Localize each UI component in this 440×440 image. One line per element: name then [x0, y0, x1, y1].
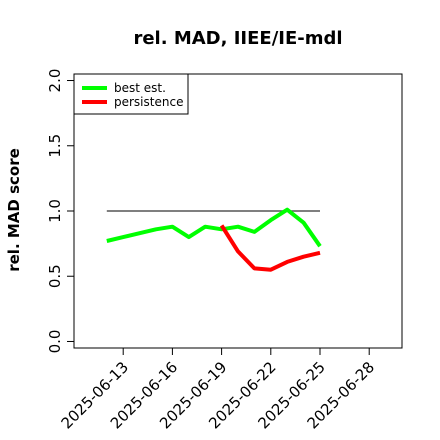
- y-tick-label: 2.0: [46, 69, 64, 93]
- y-tick-label: 0.5: [46, 264, 64, 288]
- series-line-persistence: [219, 224, 321, 272]
- y-tick-label: 1.5: [46, 134, 64, 158]
- y-tick-label: 1.0: [46, 199, 64, 223]
- series-line-best-est: [106, 207, 322, 248]
- legend-label: persistence: [114, 95, 183, 109]
- legend-label: best est.: [114, 81, 166, 95]
- legend-box: [73, 73, 189, 115]
- legend: best est.persistence: [73, 73, 189, 115]
- plot-area: [106, 207, 322, 272]
- chart-title: rel. MAD, IIEE/IE-mdl: [133, 28, 342, 49]
- y-axis: 0.0 0.5 1.0 1.5 2.0: [46, 69, 74, 354]
- y-axis-label: rel. MAD score: [5, 148, 23, 272]
- y-tick-label: 0.0: [46, 330, 64, 354]
- x-axis: 2025-06-132025-06-162025-06-192025-06-22…: [58, 348, 378, 432]
